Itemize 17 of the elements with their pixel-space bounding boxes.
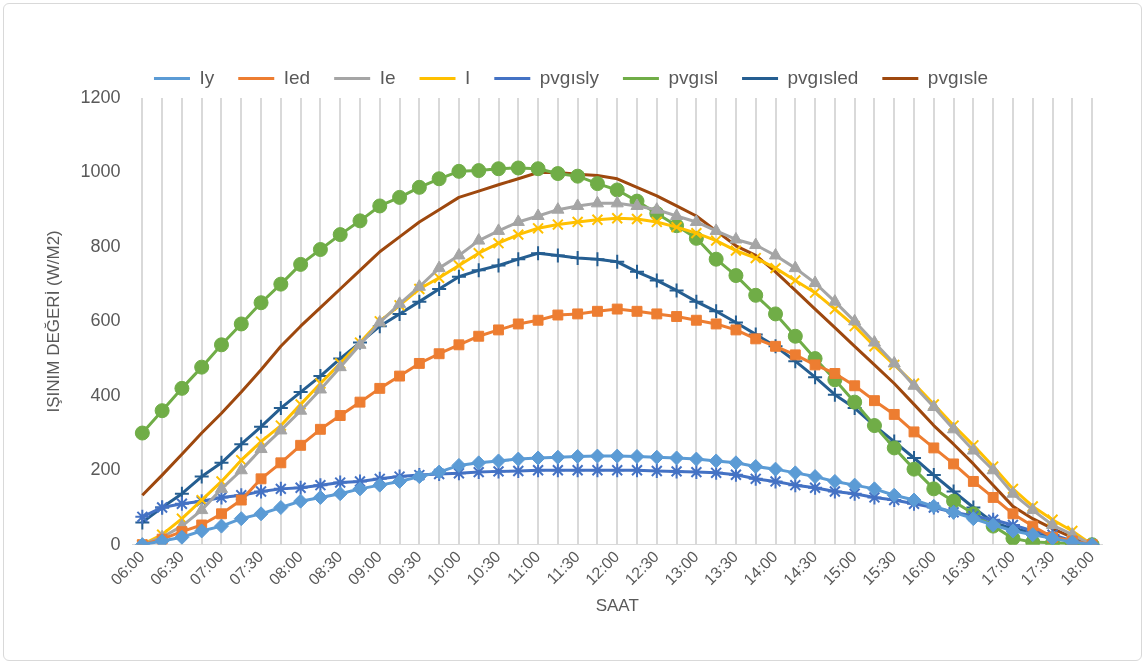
- legend-label: I: [465, 66, 471, 88]
- y-tick-label: 200: [90, 459, 121, 480]
- y-tick-label: 0: [110, 533, 121, 554]
- legend-label: Ied: [283, 66, 311, 88]
- y-tick-label: 400: [90, 384, 121, 405]
- legend-label: pvgısl: [668, 66, 719, 88]
- y-axis-title: IŞINIM DEĞERİ (W/M2): [43, 230, 63, 413]
- legend-label: Ie: [379, 66, 396, 88]
- legend-label: pvgısled: [787, 66, 859, 88]
- y-tick-label: 600: [90, 310, 121, 331]
- y-tick-label: 800: [90, 235, 121, 256]
- x-axis-title: SAAT: [595, 596, 639, 616]
- legend-label: pvgısle: [927, 66, 989, 88]
- legend-label: Iy: [199, 66, 215, 88]
- y-tick-label: 1200: [80, 86, 121, 107]
- y-tick-label: 1000: [80, 161, 121, 182]
- legend-label: pvgısly: [539, 66, 600, 88]
